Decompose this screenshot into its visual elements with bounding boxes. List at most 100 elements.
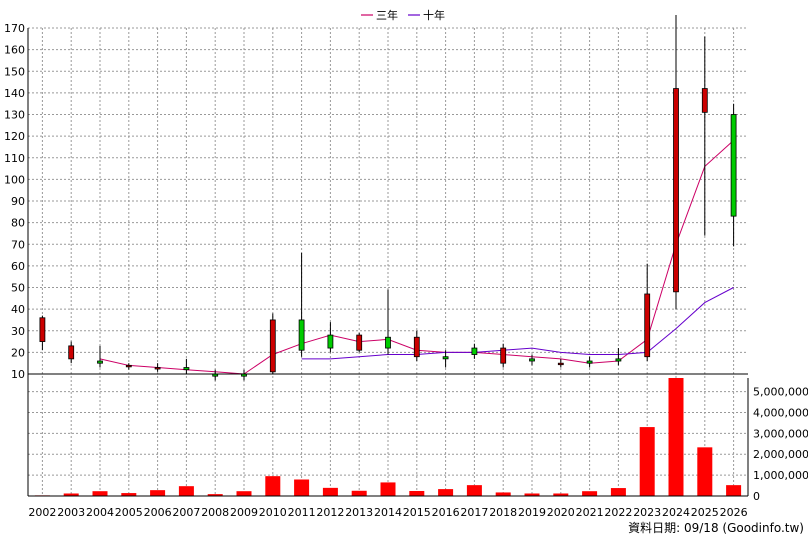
- volume-bar: [207, 494, 223, 496]
- candle-body: [413, 336, 420, 358]
- year-tick-label: 2019: [518, 506, 546, 519]
- candle-body: [39, 317, 46, 342]
- candle-body: [442, 356, 449, 360]
- year-tick-label: 2003: [57, 506, 85, 519]
- volume-tick-label: 5,000,000: [753, 386, 808, 399]
- volume-bar: [178, 486, 194, 496]
- volume-bar: [409, 490, 425, 496]
- price-tick-label: 80: [11, 217, 25, 230]
- candle-body: [385, 336, 391, 349]
- price-tick-label: 100: [4, 173, 25, 186]
- year-tick-label: 2010: [259, 506, 287, 519]
- price-tick-label: 130: [4, 109, 25, 122]
- volume-tick-label: 2,000,000: [753, 448, 808, 461]
- year-tick-label: 2021: [576, 506, 604, 519]
- year-tick-label: 2007: [172, 506, 200, 519]
- candle-body: [356, 334, 363, 351]
- volume-bar: [726, 485, 742, 496]
- candle-body: [529, 358, 535, 362]
- candle-body: [471, 347, 478, 355]
- candle-body: [269, 319, 276, 373]
- volume-bar: [351, 490, 367, 496]
- series-line-10y: [301, 287, 734, 360]
- year-tick-label: 2022: [604, 506, 632, 519]
- year-tick-label: 2017: [460, 506, 488, 519]
- year-tick-label: 2009: [230, 506, 258, 519]
- price-tick-label: 160: [4, 44, 25, 57]
- year-tick-label: 2005: [115, 506, 143, 519]
- year-tick-label: 2012: [316, 506, 344, 519]
- price-tick-label: 140: [4, 87, 25, 100]
- volume-bar: [265, 476, 281, 496]
- price-tick-label: 110: [4, 152, 25, 165]
- year-tick-label: 2020: [547, 506, 575, 519]
- candle-body: [125, 364, 132, 368]
- volume-bar: [553, 493, 569, 496]
- price-tick-label: 90: [11, 195, 25, 208]
- year-tick-label: 2004: [86, 506, 114, 519]
- volume-bar: [524, 493, 540, 496]
- price-tick-label: 150: [4, 65, 25, 78]
- legend: 三年 十年: [361, 8, 445, 22]
- year-tick-label: 2024: [662, 506, 690, 519]
- volume-bars: [34, 378, 742, 497]
- volume-bar: [438, 489, 454, 496]
- candle-body: [154, 367, 161, 370]
- volume-tick-label: 1,000,000: [753, 469, 808, 482]
- price-tick-label: 20: [11, 346, 25, 359]
- volume-bar: [668, 378, 684, 496]
- year-tick-label: 2006: [144, 506, 172, 519]
- year-tick-label: 2016: [432, 506, 460, 519]
- source-note: 資料日期: 09/18 (Goodinfo.tw): [628, 521, 804, 535]
- year-tick-label: 2011: [288, 506, 316, 519]
- volume-bar: [92, 491, 108, 496]
- candle-body: [673, 88, 679, 293]
- volume-bar: [63, 493, 79, 496]
- price-tick-label: 40: [11, 303, 25, 316]
- volume-bar: [121, 493, 137, 496]
- volume-bar: [466, 485, 482, 496]
- volume-bar: [380, 482, 396, 496]
- year-tick-label: 2014: [374, 506, 402, 519]
- price-tick-label: 70: [11, 238, 25, 251]
- candle-body: [327, 334, 334, 349]
- legend-label-3y: 三年: [376, 8, 398, 22]
- volume-bar: [294, 479, 310, 496]
- volume-bar: [582, 491, 598, 496]
- volume-bar: [495, 492, 511, 496]
- volume-tick-label: 4,000,000: [753, 406, 808, 419]
- volume-bar: [236, 491, 252, 496]
- grid: [28, 27, 748, 497]
- candle-body: [701, 88, 708, 113]
- volume-bar: [610, 488, 626, 496]
- volume-bar: [322, 487, 338, 496]
- year-tick-label: 2013: [345, 506, 373, 519]
- candle-body: [586, 360, 593, 364]
- volume-tick-label: 0: [753, 490, 760, 503]
- price-tick-label: 10: [11, 368, 25, 381]
- candle-body: [615, 358, 622, 362]
- candles: [39, 15, 737, 381]
- price-tick-label: 120: [4, 130, 25, 143]
- candle-body: [183, 367, 190, 371]
- candle-body: [500, 347, 507, 364]
- year-tick-label: 2015: [403, 506, 431, 519]
- candle-body: [557, 362, 564, 366]
- axes: 10 20 30 40 50 60 70 80 90 100 110 120 130 140 150 160 1…: [4, 22, 808, 519]
- volume-tick-label: 3,000,000: [753, 427, 808, 440]
- price-tick-label: 50: [11, 282, 25, 295]
- candle-body: [68, 345, 75, 360]
- price-tick-label: 60: [11, 260, 25, 273]
- year-tick-label: 2026: [720, 506, 748, 519]
- volume-bar: [697, 447, 713, 496]
- candle-body: [644, 293, 651, 358]
- candle-body: [298, 319, 305, 351]
- candle-body: [730, 114, 737, 217]
- price-tick-label: 30: [11, 325, 25, 338]
- candle-body: [97, 360, 103, 364]
- year-tick-label: 2018: [489, 506, 517, 519]
- price-tick-label: 170: [4, 22, 25, 35]
- year-tick-label: 2008: [201, 506, 229, 519]
- legend-label-10y: 十年: [423, 8, 445, 22]
